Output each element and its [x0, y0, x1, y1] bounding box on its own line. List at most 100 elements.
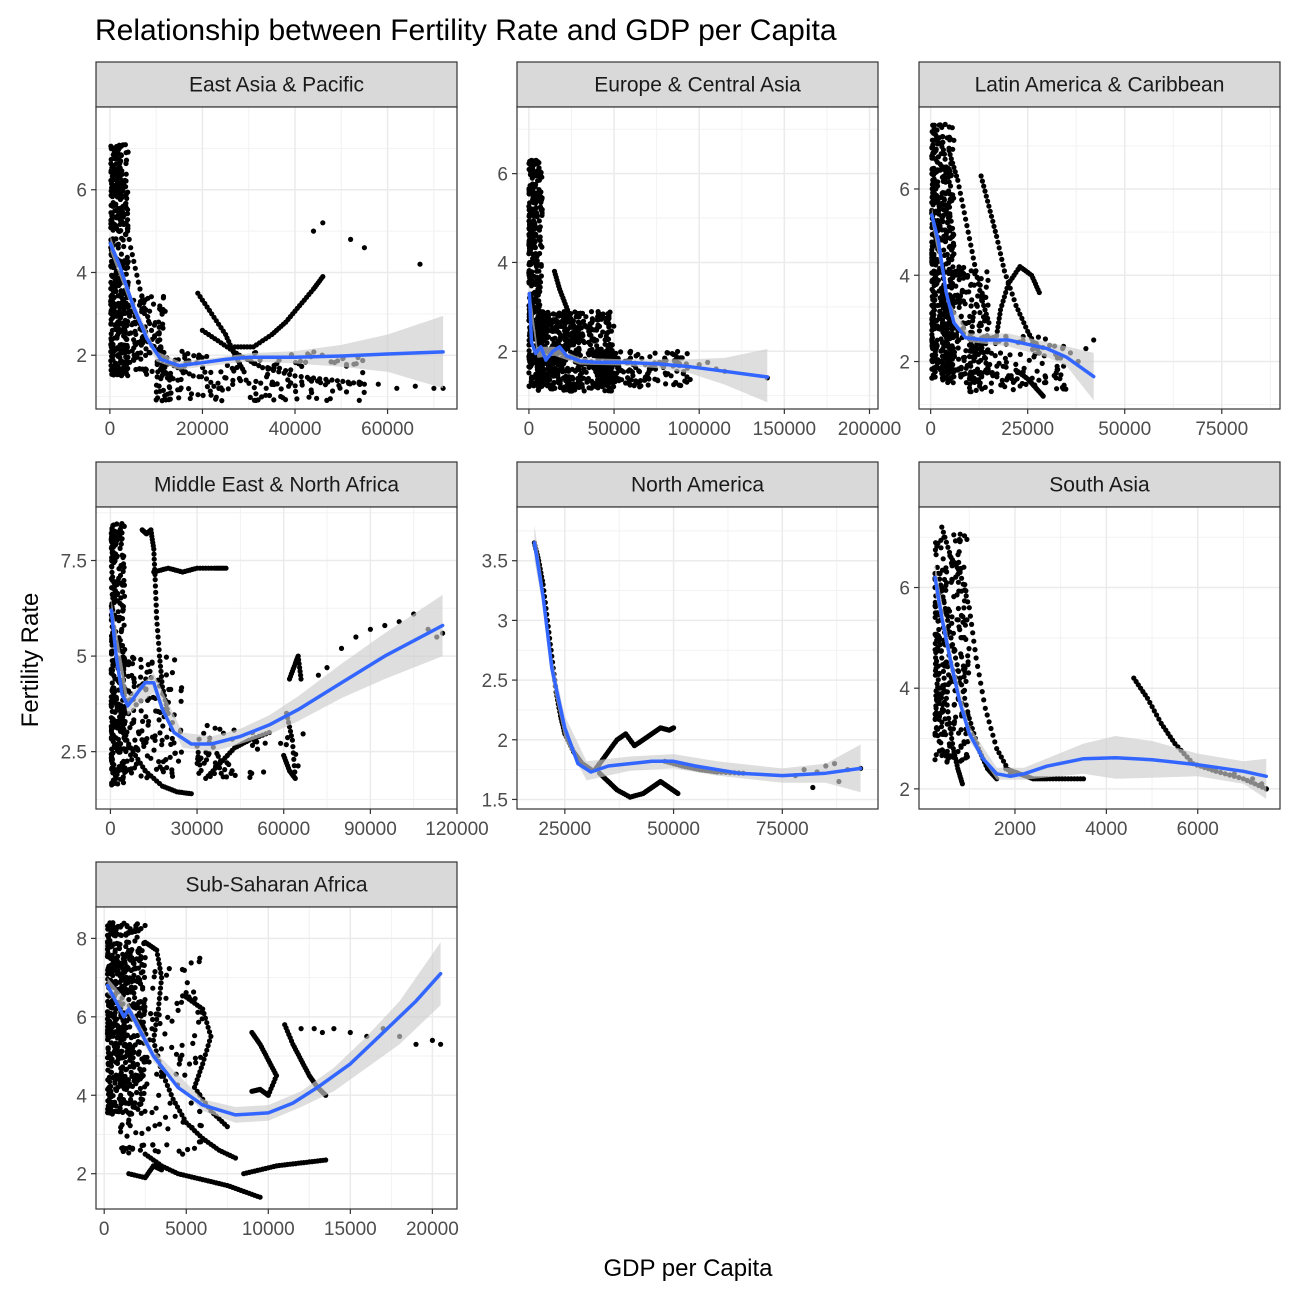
data-point [1007, 352, 1013, 358]
data-point [1017, 311, 1023, 317]
data-point [978, 357, 984, 363]
data-point [968, 281, 974, 287]
data-point [538, 197, 545, 203]
data-point [647, 354, 653, 360]
data-point [962, 371, 968, 377]
y-tick-label: 2.5 [482, 671, 508, 692]
data-point [167, 396, 173, 402]
data-point [545, 363, 552, 369]
data-point [269, 379, 275, 385]
data-point [955, 748, 961, 755]
data-point [933, 725, 940, 731]
data-point [940, 529, 947, 535]
data-point [253, 378, 259, 384]
data-point [949, 272, 955, 278]
data-point [935, 167, 941, 173]
x-tick-label: 0 [105, 419, 116, 440]
data-point [539, 317, 545, 323]
data-point [1013, 361, 1019, 367]
x-tick-label: 200000 [838, 419, 901, 440]
panel-border [918, 506, 1281, 810]
data-point [556, 380, 562, 386]
data-point [978, 294, 984, 300]
data-point [941, 151, 948, 157]
data-point [282, 397, 289, 403]
data-point [976, 379, 982, 385]
data-point [151, 747, 157, 753]
data-point [526, 370, 532, 376]
data-point [950, 362, 956, 368]
data-point [120, 729, 126, 736]
data-point [961, 605, 967, 611]
data-point [249, 770, 255, 777]
data-point [988, 725, 994, 732]
data-point [684, 374, 690, 380]
data-point [992, 353, 998, 359]
data-point [278, 386, 284, 392]
data-point [115, 736, 121, 743]
data-point [932, 757, 938, 763]
data-point [945, 544, 951, 550]
data-point [955, 345, 961, 351]
data-point [933, 552, 939, 558]
y-tick-label: 6 [899, 579, 910, 600]
data-point [960, 663, 967, 669]
data-point [166, 384, 172, 390]
data-point [930, 122, 936, 128]
data-point [943, 179, 949, 185]
data-point [110, 522, 116, 529]
data-point [324, 665, 330, 671]
data-point [975, 663, 981, 670]
data-point [356, 397, 362, 403]
data-point [945, 755, 952, 761]
data-point [939, 311, 945, 317]
confidence-band [534, 524, 861, 793]
data-point [938, 724, 945, 730]
data-point [940, 668, 947, 675]
data-point [138, 356, 144, 362]
data-point [963, 702, 969, 708]
data-point [156, 640, 162, 646]
y-tick-label: 1.5 [482, 790, 508, 811]
data-point [115, 180, 121, 187]
data-point [955, 579, 962, 585]
data-point [959, 682, 965, 688]
y-tick-label: 4 [899, 266, 910, 287]
data-point [348, 236, 354, 242]
data-point [537, 224, 543, 230]
facet-strip [516, 461, 879, 508]
data-point [118, 195, 125, 201]
data-point [114, 701, 120, 707]
data-point [646, 376, 652, 382]
data-point [115, 614, 121, 621]
data-point [108, 188, 114, 194]
data-point [320, 274, 326, 280]
data-point [949, 198, 955, 204]
data-point [295, 653, 301, 659]
data-point [121, 330, 127, 336]
data-point [956, 668, 962, 675]
data-point [187, 395, 193, 402]
data-point [131, 683, 137, 690]
data-point [937, 219, 943, 225]
data-point [111, 283, 117, 289]
data-point [118, 251, 124, 257]
data-point [943, 695, 950, 701]
data-point [942, 227, 948, 233]
data-point [109, 670, 115, 676]
data-point [964, 754, 971, 760]
data-point [132, 752, 139, 759]
data-point [988, 350, 995, 356]
data-point [949, 642, 956, 648]
data-point [163, 672, 169, 678]
data-point [225, 386, 231, 392]
data-point [164, 734, 170, 740]
data-point [987, 208, 993, 214]
data-point [938, 648, 944, 654]
facet-strip [918, 461, 1281, 508]
data-point [935, 733, 941, 739]
data-point [120, 649, 126, 655]
data-point [145, 295, 151, 301]
